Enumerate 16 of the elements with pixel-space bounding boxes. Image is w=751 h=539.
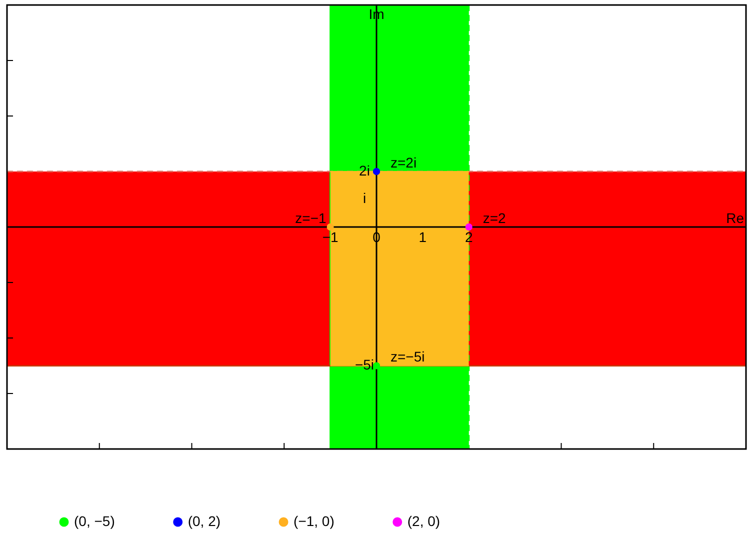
point [326,224,334,230]
annotation: z=−1 [295,210,327,226]
legend-label: (0, 2) [188,512,221,529]
annotation: z=2i [390,154,417,170]
point [373,168,380,175]
x-tick-label: 1 [418,228,427,245]
legend-label: (−1, 0) [294,512,334,529]
x-axis-title: Re [726,210,744,226]
legend-label: (0, −5) [74,512,115,529]
x-tick-label: −1 [322,228,339,245]
legend-label: (2, 0) [407,512,440,529]
y-tick-label: i [362,190,366,206]
annotation: z=2 [482,210,506,226]
annotation: z=−5i [390,348,425,365]
point [465,224,472,230]
point [373,362,380,370]
